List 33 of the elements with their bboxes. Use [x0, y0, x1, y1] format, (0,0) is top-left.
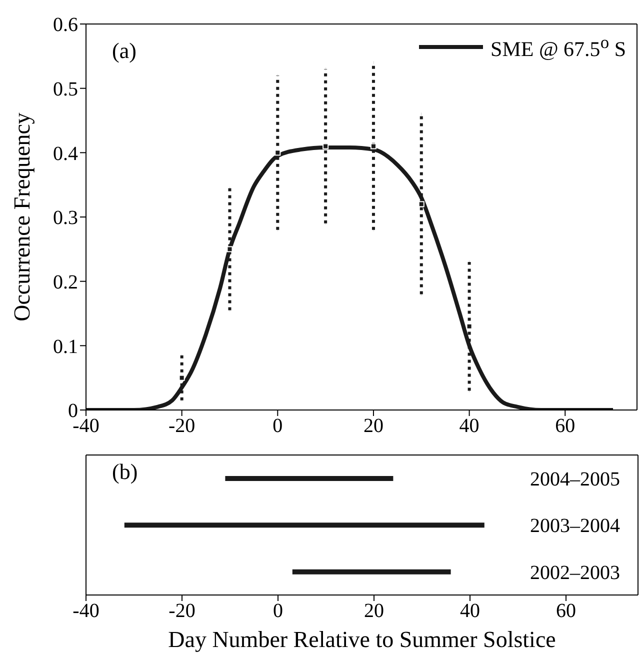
bar — [225, 476, 394, 481]
y-tick-label: 0.1 — [53, 336, 78, 358]
legend-label: SME @ 67.5$^{o}$ S — [490, 32, 626, 62]
y-tick-label: 0.6 — [53, 14, 78, 36]
category-label: 2002–2003 — [530, 562, 620, 584]
x-tick-label: -20 — [168, 600, 196, 622]
bar — [124, 522, 484, 528]
y-tick-label: 0.5 — [53, 78, 78, 100]
y-tick-label: 0 — [68, 400, 78, 422]
x-tick-label: -40 — [72, 600, 100, 622]
point — [370, 143, 376, 150]
point — [322, 143, 329, 150]
y-tick-label: 0.2 — [53, 271, 78, 294]
x-tick-label: 40 — [460, 600, 480, 622]
annotation: (b) — [112, 459, 138, 485]
y-axis-title: Occurrence Frequency — [10, 112, 34, 322]
x-tick-label: 40 — [459, 415, 480, 438]
x-tick-label: -20 — [168, 415, 196, 438]
point — [226, 246, 233, 252]
x-tick-label: 60 — [555, 415, 576, 438]
y-tick-label: 0.4 — [53, 142, 78, 165]
x-tick-label: 60 — [556, 600, 576, 622]
x-axis-title: Day Number Relative to Summer Solstice — [168, 627, 556, 652]
bar — [292, 569, 451, 574]
y-tick-label: 0.3 — [53, 207, 78, 230]
category-label: 2004–2005 — [530, 468, 620, 490]
x-tick-label: 0 — [273, 600, 283, 622]
x-tick-label: 20 — [363, 415, 384, 438]
category-label: 2003–2004 — [530, 515, 620, 538]
point — [274, 150, 281, 156]
annotation: (a) — [112, 38, 136, 64]
x-tick-label: 0 — [272, 415, 283, 438]
x-tick-label: 20 — [364, 600, 384, 622]
